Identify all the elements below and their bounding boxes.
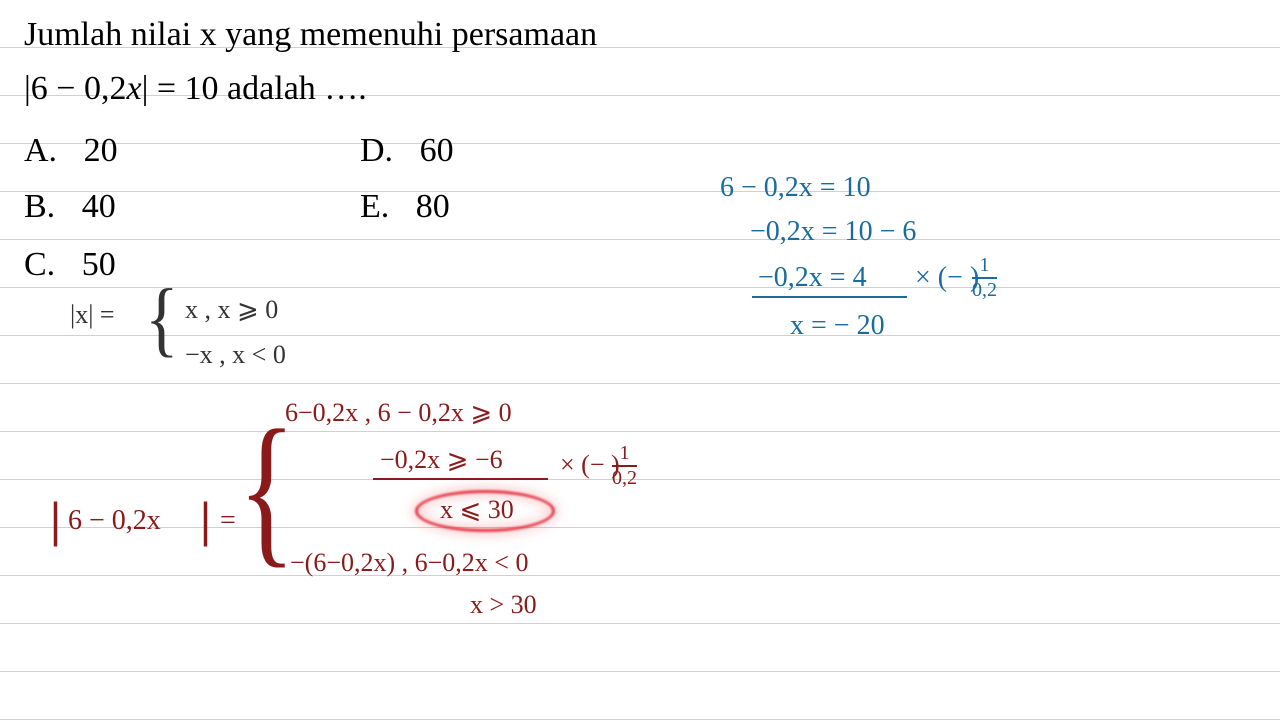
red-case1: 6−0,2x , 6 − 0,2x ⩾ 0	[285, 398, 512, 428]
blue-eq1: 6 − 0,2x = 10	[720, 172, 871, 204]
red-fraction: 1 0,2	[612, 442, 637, 490]
blue-result: x = − 20	[790, 310, 885, 342]
equation-text: |6 − 0,2x| = 10 adalah ….	[24, 70, 367, 107]
blue-frac-den: 0,2	[972, 279, 997, 302]
option-e-letter: E.	[360, 188, 389, 225]
option-d: D. 60	[360, 132, 454, 170]
option-b-value: 40	[82, 188, 116, 225]
blue-eq2: −0,2x = 10 − 6	[750, 216, 916, 248]
option-e-value: 80	[416, 188, 450, 225]
blue-frac-num: 1	[980, 254, 990, 277]
abs-case2: −x , x < 0	[185, 340, 286, 370]
blue-fraction: 1 0,2	[972, 254, 997, 302]
abs-bar-right: |	[200, 490, 211, 548]
blue-eq3: −0,2x = 4	[758, 262, 867, 294]
option-e: E. 80	[360, 188, 450, 226]
red-equals: =	[220, 505, 236, 537]
red-case2-result: x > 30	[470, 590, 537, 620]
blue-underline	[752, 296, 907, 298]
abs-expr-red: 6 − 0,2x	[68, 505, 161, 537]
brace-black: {	[145, 272, 179, 368]
question-line1: Jumlah nilai x yang memenuhi persamaan	[24, 16, 597, 54]
option-a: A. 20	[24, 132, 118, 170]
question-line2: |6 − 0,2x| = 10 adalah ….	[24, 70, 367, 108]
option-c-letter: C.	[24, 246, 55, 283]
abs-bar-left: |	[50, 490, 61, 548]
option-c-value: 50	[82, 246, 116, 283]
red-case1-step: −0,2x ⩾ −6	[380, 445, 503, 475]
abs-def-lhs: |x| =	[70, 300, 115, 330]
red-case2: −(6−0,2x) , 6−0,2x < 0	[290, 548, 528, 578]
red-frac-den: 0,2	[612, 467, 637, 490]
option-a-value: 20	[84, 132, 118, 169]
question-text-1: Jumlah nilai x yang memenuhi persamaan	[24, 16, 597, 53]
option-c: C. 50	[24, 246, 116, 284]
option-a-letter: A.	[24, 132, 57, 169]
option-b: B. 40	[24, 188, 116, 226]
option-b-letter: B.	[24, 188, 55, 225]
red-mult: × (− )	[560, 450, 620, 480]
blue-mult: × (− )	[915, 262, 979, 294]
abs-case1: x , x ⩾ 0	[185, 295, 278, 325]
option-d-value: 60	[420, 132, 454, 169]
red-frac-num: 1	[620, 442, 630, 465]
red-case1-result: x ⩽ 30	[440, 495, 514, 525]
option-d-letter: D.	[360, 132, 393, 169]
red-underline1	[373, 478, 548, 480]
